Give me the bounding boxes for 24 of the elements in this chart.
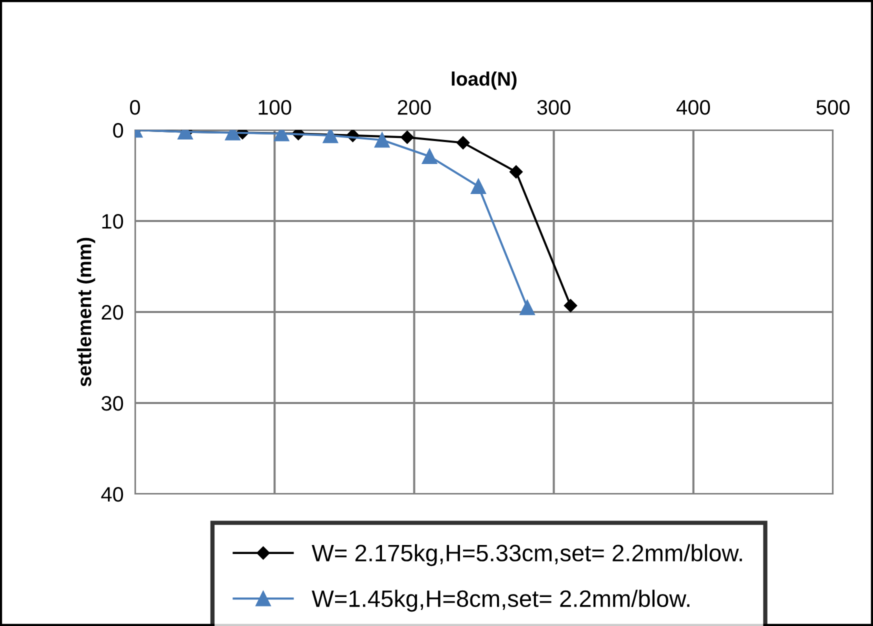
y-tick-label: 0 (113, 123, 124, 138)
legend-label: W= 2.175kg,H=5.33cm,set= 2.2mm/blow. (312, 544, 742, 566)
point (456, 136, 470, 150)
y-axis-title: settlement (mm) (77, 238, 96, 386)
x-tick-label: 500 (816, 100, 850, 115)
point (520, 300, 535, 316)
x-axis-title: load(N) (452, 71, 517, 90)
point (422, 148, 438, 164)
y-tick-label: 20 (102, 305, 124, 320)
point (470, 178, 486, 194)
y-tick-label: 10 (102, 214, 124, 229)
point (510, 165, 523, 178)
x-tick-label: 100 (258, 100, 292, 115)
y-tick-label: 30 (102, 396, 124, 411)
y-tick-label: 40 (101, 487, 124, 502)
x-tick-label: 400 (676, 100, 710, 115)
point (374, 132, 390, 148)
point (564, 299, 578, 312)
point (400, 130, 414, 144)
legend-label: W=1.45kg,H=8cm,set= 2.2mm/blow. (312, 590, 690, 612)
point (322, 130, 338, 144)
x-tick-label: 200 (398, 100, 431, 115)
x-tick-label: 0 (130, 100, 140, 115)
x-tick-label: 300 (537, 100, 570, 115)
